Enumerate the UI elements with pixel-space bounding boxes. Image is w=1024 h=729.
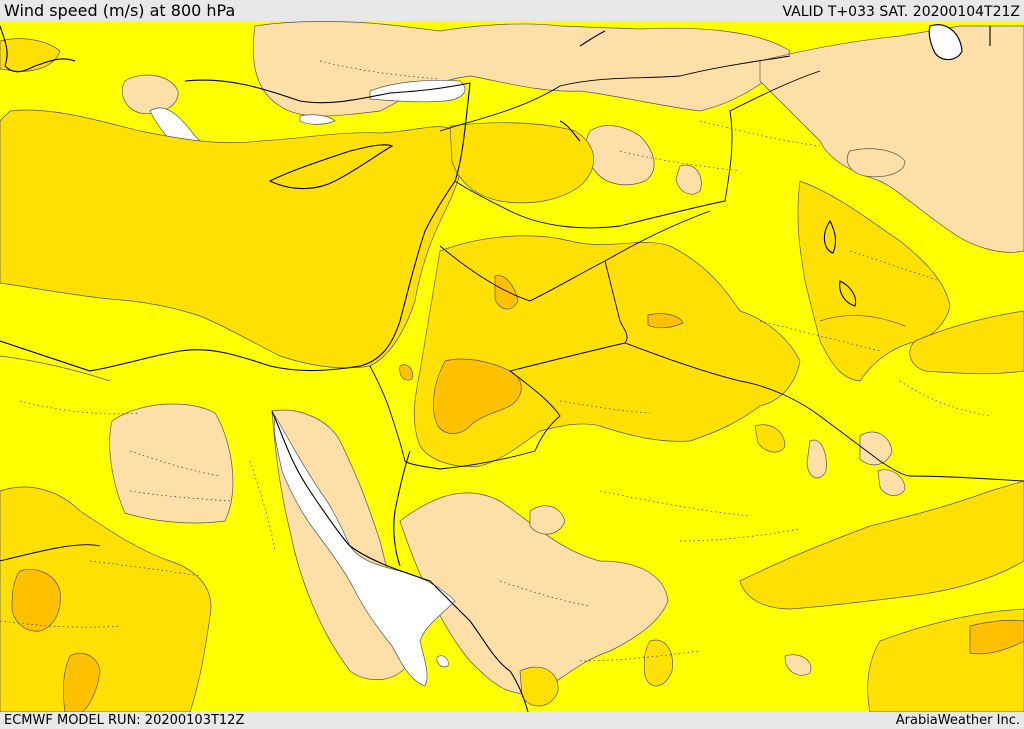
admin-borders	[0, 60, 991, 662]
country-borders	[0, 55, 1024, 562]
valid-time: VALID T+033 SAT. 20200104T21Z	[782, 4, 1020, 20]
map-svg	[0, 21, 1024, 712]
map-title: Wind speed (m/s) at 800 hPa	[4, 1, 236, 20]
coastlines	[0, 24, 991, 712]
footer-bar: ECMWF MODEL RUN: 20200103T12Z ArabiaWeat…	[0, 712, 1024, 729]
header-bar: Wind speed (m/s) at 800 hPa VALID T+033 …	[0, 0, 1024, 21]
model-run-label: ECMWF MODEL RUN: 20200103T12Z	[4, 713, 245, 728]
credit-label: ArabiaWeather Inc.	[895, 713, 1020, 728]
strong-wind-areas	[11, 275, 1024, 712]
wind-speed-map	[0, 21, 1024, 712]
contour-lines	[0, 315, 906, 382]
